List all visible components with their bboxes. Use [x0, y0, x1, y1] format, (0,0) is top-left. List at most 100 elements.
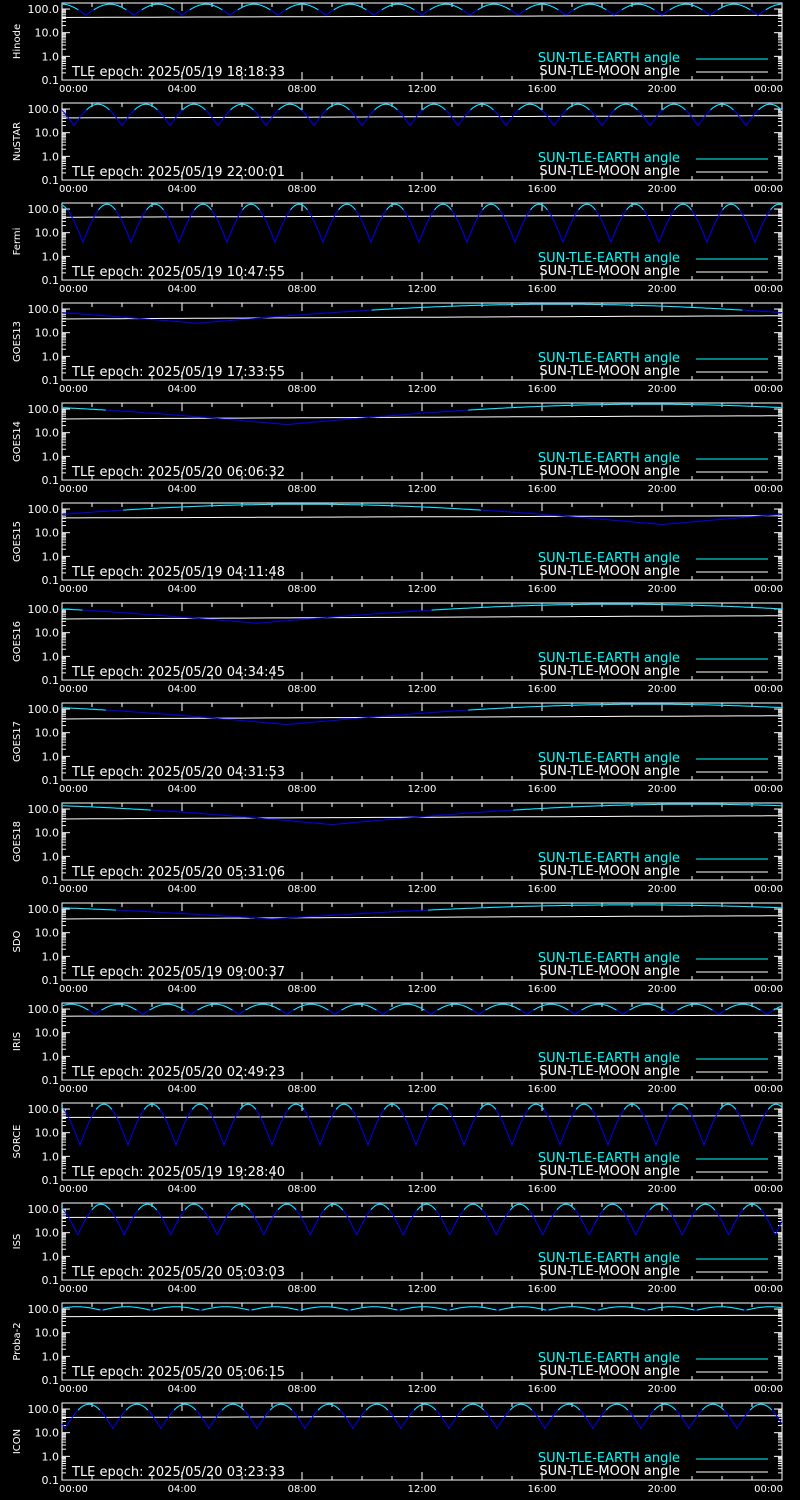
panel-12-earth-series — [671, 1103, 689, 1110]
panel-5-earth-series — [61, 407, 106, 411]
panel-13-tle-epoch: TLE epoch: 2025/05/20 05:03:03 — [71, 1265, 285, 1280]
panel-9-x-tick-label: 20:00 — [648, 884, 677, 895]
panel-1-earth-series — [285, 3, 319, 11]
panel-13-y-tick-label: 100.0 — [28, 1203, 60, 1216]
panel-15-x-tick-label: 12:00 — [408, 1484, 437, 1495]
panel-7-y-tick-label: 10.0 — [35, 627, 60, 640]
panel-1-y-tick-label: 100.0 — [28, 3, 60, 16]
panel-3-earth-series — [770, 203, 783, 211]
panel-2-earth-series-shadow — [61, 103, 783, 127]
panel-10-y-tick-label: 1.0 — [42, 950, 60, 963]
panel-3-satellite-label: Fermi — [12, 228, 23, 256]
panel-12-earth-series — [61, 1106, 65, 1110]
panel-11-earth-series — [485, 1003, 521, 1011]
panel-12-x-tick-label: 04:00 — [168, 1184, 197, 1195]
panel-5-earth-series — [468, 403, 782, 411]
panel-11-x-tick-label: 00:00 — [59, 1084, 88, 1095]
panel-8-x-tick-label: 04:00 — [168, 784, 197, 795]
panel-12-earth-series — [335, 1103, 353, 1110]
panel-11-earth-series — [197, 1003, 233, 1011]
panel-2-x-tick-label: 08:00 — [288, 184, 317, 195]
panel-1-earth-series — [669, 3, 703, 11]
panel-13-earth-series — [742, 1203, 762, 1211]
panel-1-y-tick-label: 0.1 — [42, 74, 60, 87]
panel-1-legend-moon: SUN-TLE-MOON angle — [539, 64, 680, 79]
panel-15-x-tick-label: 08:00 — [288, 1484, 317, 1495]
panel-1-earth-series — [573, 3, 607, 11]
panel-7-x-tick-label: 00:00 — [754, 684, 783, 695]
panel-11-earth-series — [293, 1003, 329, 1011]
panel-4-moon-series — [61, 315, 782, 320]
panel-2-earth-series — [134, 103, 158, 111]
panel-5-x-tick-label: 16:00 — [528, 484, 557, 495]
panel-1-earth-series — [525, 3, 559, 11]
panel-11-earth-series — [581, 1003, 617, 1011]
panel-9-x-tick-label: 04:00 — [168, 884, 197, 895]
panel-12-earth-series — [191, 1103, 209, 1110]
panel-13-y-tick-label: 0.1 — [42, 1274, 60, 1287]
panel-11-tle-epoch: TLE epoch: 2025/05/20 02:49:23 — [71, 1065, 285, 1080]
panel-8-x-tick-label: 00:00 — [59, 784, 88, 795]
panel-5-y-tick-label: 0.1 — [42, 474, 60, 487]
panel-6-x-tick-label: 00:00 — [754, 584, 783, 595]
panel-10-y-tick-label: 0.1 — [42, 974, 60, 987]
panel-11-x-tick-label: 00:00 — [754, 1084, 783, 1095]
panel-15-earth-series — [221, 1403, 245, 1411]
panel-15-earth-series — [749, 1403, 773, 1411]
panel-6-y-tick-label: 0.1 — [42, 574, 60, 587]
panel-7-y-tick-label: 0.1 — [42, 674, 60, 687]
panel-13-earth-series — [277, 1203, 297, 1211]
panel-15-x-tick-label: 16:00 — [528, 1484, 557, 1495]
panel-13-earth-series — [184, 1203, 204, 1211]
panel-6-y-tick-label: 100.0 — [28, 503, 60, 516]
panel-15-y-tick-label: 1.0 — [42, 1450, 60, 1463]
panel-15-earth-series — [653, 1403, 677, 1411]
panel-10-x-tick-label: 08:00 — [288, 984, 317, 995]
panel-6-legend-moon: SUN-TLE-MOON angle — [539, 564, 680, 579]
panel-8-y-tick-label: 0.1 — [42, 774, 60, 787]
panel-3-moon-series — [62, 214, 782, 218]
panel-2-x-tick-label: 12:00 — [408, 184, 437, 195]
panel-12-earth-series — [527, 1103, 545, 1110]
panel-11-earth-series — [245, 1003, 281, 1011]
panel-15-earth-series — [509, 1403, 533, 1411]
panel-15-legend-earth: SUN-TLE-EARTH angle — [538, 1451, 680, 1466]
panel-5-y-tick-label: 100.0 — [28, 403, 60, 416]
panel-1-y-tick-label: 10.0 — [35, 27, 60, 40]
panel-5-x-tick-label: 08:00 — [288, 484, 317, 495]
panel-5-y-tick-label: 1.0 — [42, 450, 60, 463]
panel-6-moon-series — [62, 515, 782, 519]
panel-9-y-tick-label: 0.1 — [42, 874, 60, 887]
panel-4-x-tick-label: 12:00 — [408, 384, 437, 395]
panel-2-earth-series — [470, 103, 494, 111]
panel-1-earth-series — [62, 3, 79, 11]
panel-10-x-tick-label: 20:00 — [648, 984, 677, 995]
panel-6-tle-epoch: TLE epoch: 2025/05/19 04:11:48 — [71, 565, 285, 580]
panel-1-x-tick-label: 00:00 — [59, 84, 88, 95]
panel-14-earth-series — [696, 1306, 745, 1311]
panel-13-y-tick-label: 1.0 — [42, 1250, 60, 1263]
panel-11-earth-series — [773, 1005, 783, 1011]
panel-2-y-tick-label: 10.0 — [35, 127, 60, 140]
panel-7-tle-epoch: TLE epoch: 2025/05/20 04:34:45 — [71, 665, 285, 680]
panel-3-y-tick-label: 100.0 — [28, 203, 60, 216]
panel-4-legend-earth: SUN-TLE-EARTH angle — [538, 351, 680, 366]
panel-3-earth-series — [530, 203, 548, 211]
panel-9-x-tick-label: 00:00 — [754, 884, 783, 895]
panel-15-earth-series — [701, 1403, 725, 1411]
panel-14-y-tick-label: 0.1 — [42, 1374, 60, 1387]
panel-8-y-tick-label: 100.0 — [28, 703, 60, 716]
panel-14-y-tick-label: 100.0 — [28, 1303, 60, 1316]
panel-6-earth-series — [123, 503, 481, 511]
panel-3-x-tick-label: 08:00 — [288, 284, 317, 295]
panel-12-tle-epoch: TLE epoch: 2025/05/19 19:28:40 — [71, 1165, 285, 1180]
panel-9-y-tick-label: 1.0 — [42, 850, 60, 863]
panel-5-x-tick-label: 00:00 — [754, 484, 783, 495]
panel-6-x-tick-label: 12:00 — [408, 584, 437, 595]
panel-14-earth-series — [597, 1306, 646, 1311]
panel-14-y-tick-label: 10.0 — [35, 1327, 60, 1340]
panel-13-moon-series — [61, 1215, 782, 1218]
panel-11-earth-series — [389, 1003, 425, 1011]
panel-12-earth-series — [143, 1103, 161, 1110]
panel-12-earth-series — [95, 1103, 113, 1110]
